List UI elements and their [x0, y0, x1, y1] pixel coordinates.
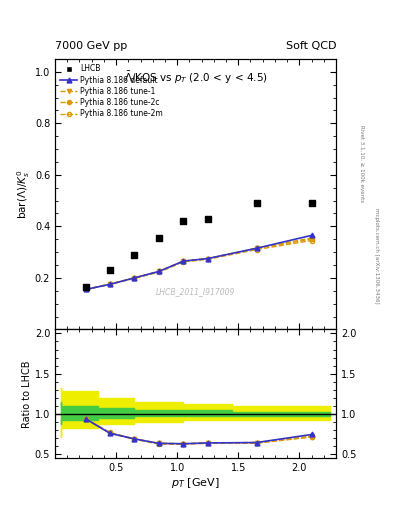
Text: LHCB_2011_I917009: LHCB_2011_I917009 [156, 287, 235, 296]
Y-axis label: Ratio to LHCB: Ratio to LHCB [22, 360, 32, 428]
Point [131, 250, 138, 259]
Text: Rivet 3.1.10, ≥ 100k events: Rivet 3.1.10, ≥ 100k events [359, 125, 364, 202]
Text: Soft QCD: Soft QCD [286, 41, 336, 51]
Point [180, 217, 186, 225]
Point [309, 199, 315, 207]
Y-axis label: bar($\Lambda$)/$K_s^0$: bar($\Lambda$)/$K_s^0$ [15, 169, 32, 219]
Point [83, 283, 89, 291]
Text: mcplots.cern.ch [arXiv:1306.3436]: mcplots.cern.ch [arXiv:1306.3436] [374, 208, 379, 304]
Point [205, 215, 211, 223]
Point [253, 199, 260, 207]
Legend: LHCB, Pythia 8.186 default, Pythia 8.186 tune-1, Pythia 8.186 tune-2c, Pythia 8.: LHCB, Pythia 8.186 default, Pythia 8.186… [59, 62, 165, 120]
Text: $\bar{\Lambda}$/KOS vs $p_T$ (2.0 < y < 4.5): $\bar{\Lambda}$/KOS vs $p_T$ (2.0 < y < … [124, 70, 267, 86]
Point [156, 234, 162, 242]
Text: 7000 GeV pp: 7000 GeV pp [55, 41, 127, 51]
X-axis label: $p_T$ [GeV]: $p_T$ [GeV] [171, 476, 220, 490]
Point [107, 266, 113, 274]
